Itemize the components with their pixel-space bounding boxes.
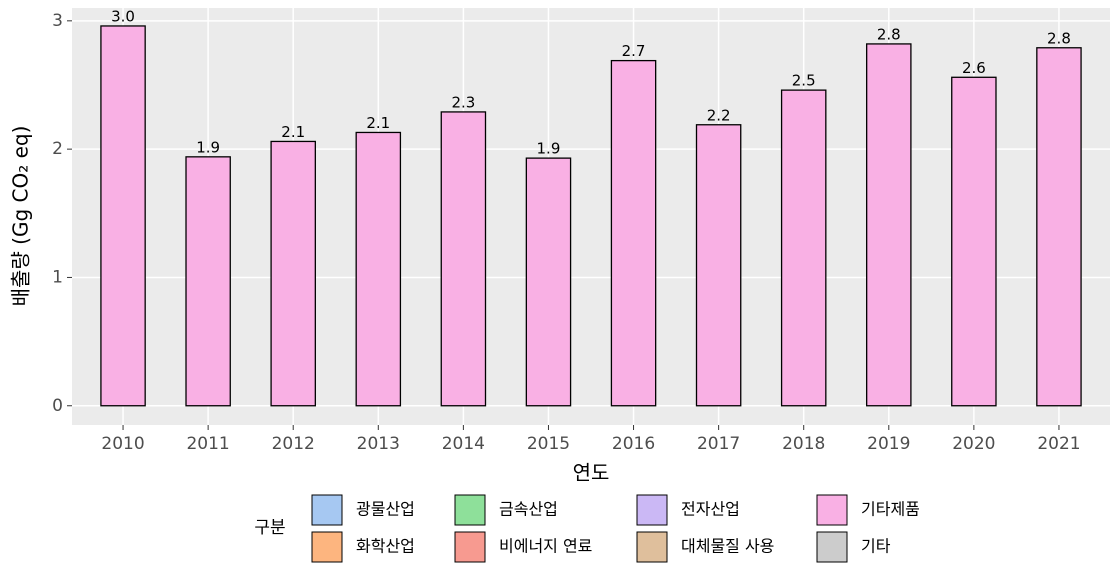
legend-key bbox=[311, 494, 343, 526]
x-tick-label: 2018 bbox=[782, 434, 825, 454]
bar bbox=[780, 89, 827, 407]
value-label: 2.7 bbox=[622, 42, 646, 60]
value-label: 2.2 bbox=[707, 106, 731, 124]
legend-key bbox=[816, 531, 848, 563]
y-tick-label: 1 bbox=[52, 267, 63, 287]
legend-key bbox=[636, 531, 668, 563]
bar bbox=[525, 157, 572, 407]
value-label: 2.6 bbox=[962, 59, 986, 77]
legend-label: 비에너지 연료 bbox=[499, 537, 592, 556]
legend-label: 기타제품 bbox=[861, 500, 920, 519]
y-tick-label: 2 bbox=[52, 139, 63, 159]
legend-label: 금속산업 bbox=[499, 500, 558, 519]
y-axis-title: 배출량 (Gg CO₂ eq) bbox=[9, 126, 33, 307]
bar bbox=[866, 43, 912, 407]
bar bbox=[270, 140, 316, 407]
bar bbox=[695, 124, 742, 407]
x-tick-label: 2012 bbox=[272, 434, 315, 454]
x-tick-label: 2021 bbox=[1037, 434, 1080, 454]
value-label: 3.0 bbox=[111, 7, 135, 25]
panel bbox=[72, 8, 1110, 425]
x-tick-label: 2014 bbox=[442, 434, 485, 454]
bar bbox=[185, 156, 231, 407]
x-tick-label: 2010 bbox=[101, 434, 144, 454]
bar bbox=[355, 131, 402, 407]
value-label: 2.3 bbox=[451, 93, 475, 111]
value-label: 2.8 bbox=[1047, 29, 1071, 47]
legend-label: 광물산업 bbox=[356, 500, 415, 519]
legend-key bbox=[454, 494, 486, 526]
value-label: 1.9 bbox=[537, 140, 561, 158]
legend-title: 구분 bbox=[254, 518, 285, 538]
x-tick-label: 2013 bbox=[357, 434, 400, 454]
bar bbox=[440, 111, 487, 407]
legend-label: 기타 bbox=[861, 537, 891, 556]
value-label: 1.9 bbox=[196, 138, 220, 156]
x-axis-title: 연도 bbox=[573, 461, 610, 485]
x-tick-label: 2019 bbox=[867, 434, 910, 454]
value-label: 2.1 bbox=[366, 114, 390, 132]
legend-key bbox=[311, 531, 343, 563]
value-label: 2.1 bbox=[281, 123, 305, 141]
bar bbox=[610, 59, 657, 407]
x-tick-label: 2017 bbox=[697, 434, 740, 454]
bar bbox=[100, 25, 146, 407]
legend-label: 화학산업 bbox=[356, 537, 415, 556]
x-tick-label: 2015 bbox=[527, 434, 570, 454]
x-tick-label: 2011 bbox=[186, 434, 229, 454]
y-tick-label: 3 bbox=[52, 11, 63, 31]
legend-label: 대체물질 사용 bbox=[681, 537, 774, 556]
x-tick-label: 2020 bbox=[952, 434, 995, 454]
value-label: 2.8 bbox=[877, 25, 901, 43]
x-tick-label: 2016 bbox=[612, 434, 655, 454]
bar bbox=[951, 76, 997, 407]
bar bbox=[1036, 47, 1082, 407]
legend-key bbox=[816, 494, 848, 526]
y-tick-label: 0 bbox=[52, 396, 63, 416]
legend-label: 전자산업 bbox=[681, 500, 740, 519]
legend-key bbox=[636, 494, 668, 526]
legend-key bbox=[454, 531, 486, 563]
value-label: 2.5 bbox=[792, 72, 816, 90]
